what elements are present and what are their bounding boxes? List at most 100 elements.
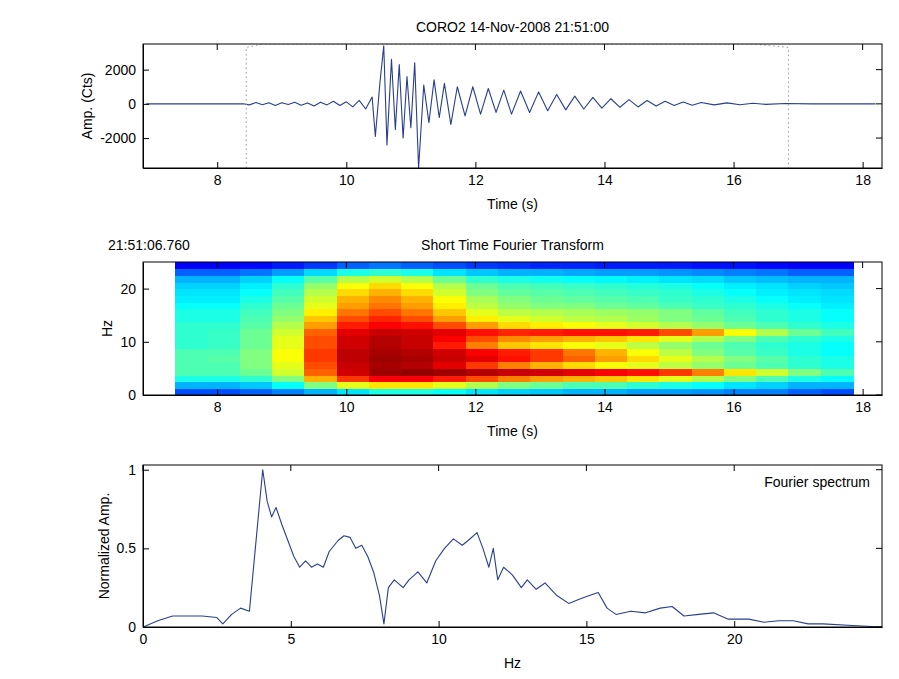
heatmap-cell xyxy=(175,329,208,336)
heatmap-cell xyxy=(208,368,241,375)
heatmap-cell xyxy=(788,269,821,276)
heatmap-cell xyxy=(369,262,402,269)
heatmap-cell xyxy=(175,388,208,395)
heatmap-cell xyxy=(498,348,531,355)
heatmap-cell xyxy=(821,262,854,269)
tick-mark xyxy=(733,44,734,50)
heatmap-cell xyxy=(433,368,466,375)
heatmap-cell xyxy=(821,368,854,375)
heatmap-cell xyxy=(272,375,305,382)
heatmap-cell xyxy=(659,348,692,355)
heatmap-cell xyxy=(240,355,273,362)
heatmap-cell xyxy=(208,375,241,382)
heatmap-cell xyxy=(208,289,241,296)
heatmap-cell xyxy=(724,382,757,389)
heatmap-cell xyxy=(756,289,789,296)
y-axis-title: Hz xyxy=(99,320,115,337)
heatmap-cell xyxy=(530,362,563,369)
heatmap-cell xyxy=(563,362,596,369)
heatmap-cell xyxy=(272,348,305,355)
heatmap-cell xyxy=(563,275,596,282)
heatmap-cell xyxy=(466,295,499,302)
tick-mark xyxy=(876,469,882,470)
heatmap-cell xyxy=(595,382,628,389)
heatmap-cell xyxy=(272,309,305,316)
x-axis-title: Hz xyxy=(504,655,521,671)
heatmap-cell xyxy=(724,368,757,375)
heatmap-cell xyxy=(337,262,370,269)
heatmap-cell xyxy=(337,329,370,336)
heatmap-cell xyxy=(433,355,466,362)
heatmap-cell xyxy=(563,289,596,296)
heatmap-cell xyxy=(563,388,596,395)
tick-mark xyxy=(734,162,735,168)
heatmap-cell xyxy=(208,302,241,309)
heatmap-cell xyxy=(498,335,531,342)
heatmap-cell xyxy=(337,375,370,382)
heatmap-cell xyxy=(401,348,434,355)
tick-label: 0 xyxy=(140,631,148,647)
heatmap-cell xyxy=(659,335,692,342)
tick-mark xyxy=(876,341,882,342)
tick-mark xyxy=(862,44,863,50)
heatmap-cell xyxy=(498,388,531,395)
heatmap-cell xyxy=(175,335,208,342)
heatmap-cell xyxy=(530,375,563,382)
heatmap-cell xyxy=(240,388,273,395)
heatmap-cell xyxy=(756,309,789,316)
heatmap-cell xyxy=(530,322,563,329)
heatmap-cell xyxy=(595,375,628,382)
heatmap-cell xyxy=(530,342,563,349)
plot-area xyxy=(146,44,875,168)
heatmap-cell xyxy=(175,342,208,349)
heatmap-cell xyxy=(595,269,628,276)
heatmap-cell xyxy=(821,275,854,282)
tick-label: 8 xyxy=(214,399,222,415)
heatmap-cell xyxy=(208,342,241,349)
heatmap-cell xyxy=(563,269,596,276)
tick-mark xyxy=(143,70,149,71)
heatmap-cell xyxy=(821,315,854,322)
heatmap-cell xyxy=(788,329,821,336)
heatmap-cell xyxy=(659,368,692,375)
heatmap-cell xyxy=(175,375,208,382)
heatmap-cell xyxy=(208,382,241,389)
heatmap-cell xyxy=(240,275,273,282)
heatmap-cell xyxy=(175,355,208,362)
heatmap-cell xyxy=(756,302,789,309)
heatmap-cell xyxy=(401,355,434,362)
tick-label: 16 xyxy=(726,399,742,415)
heatmap-cell xyxy=(692,388,725,395)
heatmap-cell xyxy=(240,302,273,309)
heatmap-cell xyxy=(788,309,821,316)
heatmap-cell xyxy=(821,295,854,302)
heatmap-cell xyxy=(272,368,305,375)
tick-label: 2000 xyxy=(105,62,136,78)
tick-mark xyxy=(290,465,291,471)
heatmap-cell xyxy=(724,342,757,349)
heatmap-cell xyxy=(208,309,241,316)
heatmap-cell xyxy=(821,322,854,329)
heatmap-cell xyxy=(659,388,692,395)
heatmap-cell xyxy=(627,302,660,309)
heatmap-cell xyxy=(724,289,757,296)
heatmap-cell xyxy=(369,282,402,289)
heatmap-cell xyxy=(401,262,434,269)
heatmap-cell xyxy=(498,368,531,375)
heatmap-cell xyxy=(595,282,628,289)
heatmap-cell xyxy=(272,289,305,296)
heatmap-cell xyxy=(756,355,789,362)
heatmap-cell xyxy=(627,309,660,316)
heatmap-cell xyxy=(498,295,531,302)
heatmap-cell xyxy=(498,375,531,382)
heatmap-cell xyxy=(369,362,402,369)
tick-mark xyxy=(876,288,882,289)
heatmap-cell xyxy=(304,309,337,316)
heatmap-cell xyxy=(175,368,208,375)
heatmap-cell xyxy=(563,368,596,375)
tick-mark xyxy=(143,395,149,396)
tick-label: 10 xyxy=(339,399,355,415)
heatmap-cell xyxy=(788,375,821,382)
heatmap-cell xyxy=(208,295,241,302)
heatmap-cell xyxy=(401,289,434,296)
